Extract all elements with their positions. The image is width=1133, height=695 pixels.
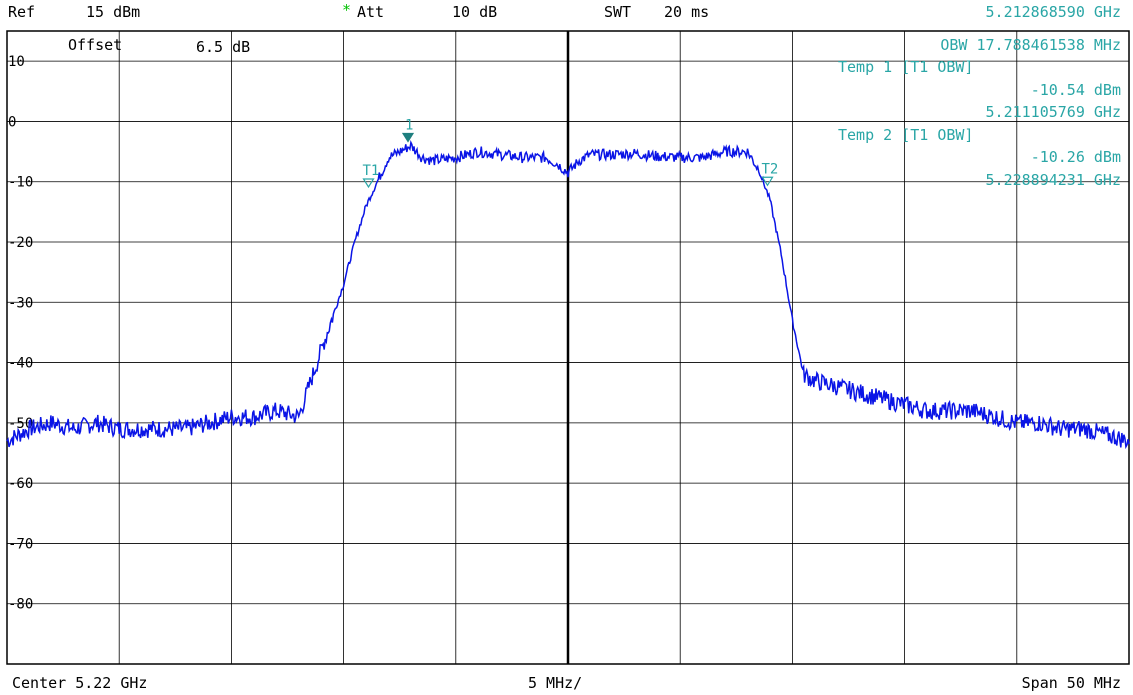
att-label: Att — [357, 3, 385, 21]
marker-label: 1 — [405, 118, 413, 134]
marker-triangle-icon — [401, 132, 415, 143]
marker-label: T2 — [761, 161, 778, 177]
center-frequency: Center 5.22 GHz — [12, 674, 148, 692]
ref-value: 15 dBm — [86, 3, 141, 21]
temp1-frequency: 5.211105769 GHz — [985, 103, 1121, 121]
y-tick-label: -80 — [8, 597, 33, 613]
ref-label: Ref — [8, 3, 36, 21]
marker-t1: T1 — [362, 163, 380, 189]
swt-label: SWT — [604, 3, 632, 21]
y-tick-label: -10 — [8, 175, 33, 191]
y-tick-label: 10 — [8, 54, 25, 70]
offset-value: 6.5 dB — [196, 38, 251, 56]
obw-readout: OBW 17.788461538 MHz — [940, 36, 1121, 54]
trace-markers: 1 T1 T2 — [362, 118, 778, 189]
marker-triangle-icon — [362, 178, 375, 189]
marker-triangle-icon — [761, 176, 774, 187]
temp1-level: -10.54 dBm — [1030, 81, 1121, 99]
y-tick-label: -20 — [8, 235, 33, 251]
y-tick-label: 0 — [8, 114, 16, 130]
y-tick-label: -40 — [8, 356, 33, 372]
att-star-icon: * — [342, 1, 352, 19]
y-tick-label: -70 — [8, 536, 33, 552]
temp2-frequency: 5.228894231 GHz — [985, 171, 1121, 189]
marker-label: T1 — [363, 163, 380, 179]
offset-label: Offset — [68, 36, 123, 54]
y-tick-label: -30 — [8, 295, 33, 311]
y-tick-label: -50 — [8, 416, 33, 432]
temp2-label: Temp 2 [T1 OBW] — [838, 126, 974, 144]
marker-1: 1 — [401, 118, 415, 143]
plot-grid — [6, 30, 1130, 665]
swt-value: 20 ms — [664, 3, 710, 21]
marker-t2: T2 — [761, 161, 778, 187]
spectrum-trace — [6, 140, 1130, 450]
temp1-label: Temp 1 [T1 OBW] — [838, 58, 974, 76]
y-tick-labels: 10 0 -10 -20 -30 -40 -50 -60 -70 -80 — [8, 54, 33, 613]
marker-frequency: 5.212868590 GHz — [985, 3, 1121, 21]
span-value: Span 50 MHz — [1021, 674, 1121, 692]
temp2-level: -10.26 dBm — [1030, 148, 1121, 166]
y-tick-label: -60 — [8, 476, 33, 492]
att-value: 10 dB — [452, 3, 498, 21]
division-scale: 5 MHz/ — [528, 674, 583, 692]
